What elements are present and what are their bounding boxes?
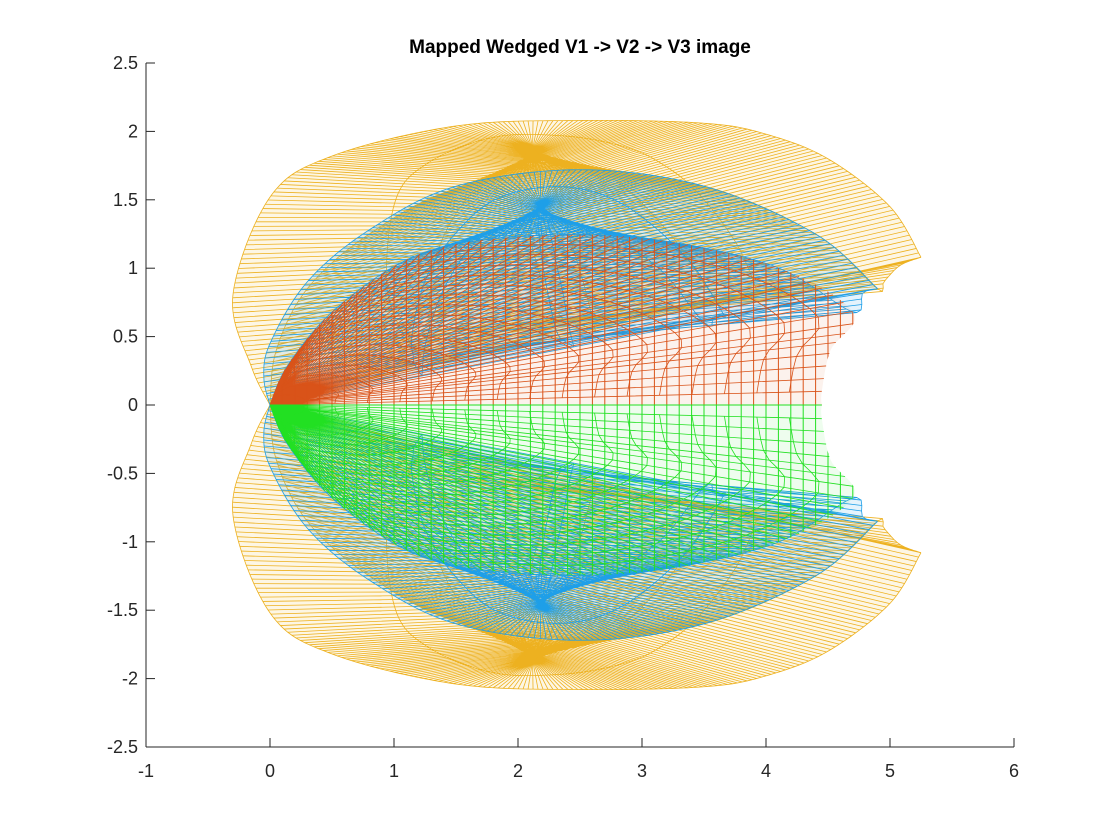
y-tick-label: 0 [128,395,138,415]
y-tick-label: 1 [128,258,138,278]
y-tick-label: 0.5 [113,327,138,347]
y-tick-label: -1.5 [107,600,138,620]
x-tick-label: 6 [1009,761,1019,781]
x-tick-label: 3 [637,761,647,781]
y-tick-label: -0.5 [107,463,138,483]
y-tick-label: 2.5 [113,53,138,73]
y-tick-label: 2 [128,121,138,141]
axes-layer: -1 0 1 2 3 4 5 6 -2.5 -2 -1.5 -1 -0.5 0 0.5 1 1.5 2 2.5 [107,53,1019,781]
y-tick-label: -2.5 [107,737,138,757]
y-tick-label: -1 [122,532,138,552]
series-blue-upper-rings [263,169,878,406]
series-green-rows [270,405,820,566]
x-tick-label: -1 [138,761,154,781]
x-tick-label: 2 [513,761,523,781]
y-tick-label: 1.5 [113,190,138,210]
x-tick-label: 1 [389,761,399,781]
x-tick-label: 5 [885,761,895,781]
series-orange-upper-rings [232,119,922,406]
y-tick-label: -2 [122,669,138,689]
series-orange-lower-rings [232,404,922,691]
x-tick-label: 4 [761,761,771,781]
x-tick-label: 0 [265,761,275,781]
series-red-rows [270,244,820,405]
series-green [269,404,855,576]
plot-layer [232,119,922,691]
chart-title: Mapped Wedged V1 -> V2 -> V3 image [409,37,751,58]
series-blue-lower-rings [263,404,878,641]
